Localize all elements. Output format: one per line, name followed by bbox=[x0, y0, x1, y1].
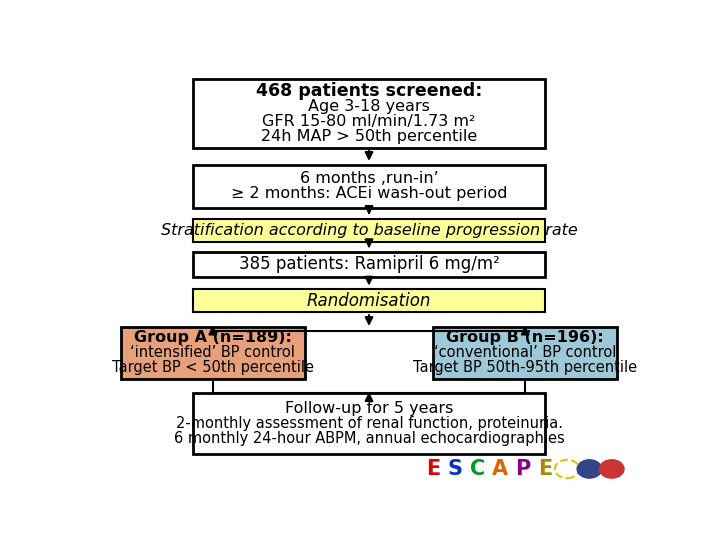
FancyBboxPatch shape bbox=[433, 327, 617, 379]
Text: ≥ 2 months: ACEi wash-out period: ≥ 2 months: ACEi wash-out period bbox=[230, 186, 508, 201]
Text: Group A (n=189):: Group A (n=189): bbox=[134, 330, 292, 345]
Text: P: P bbox=[515, 459, 530, 479]
FancyBboxPatch shape bbox=[193, 252, 545, 277]
FancyBboxPatch shape bbox=[193, 219, 545, 241]
Text: 6 months ‚run-in’: 6 months ‚run-in’ bbox=[300, 171, 438, 186]
Text: A: A bbox=[492, 459, 508, 479]
Text: ‘conventional’ BP control: ‘conventional’ BP control bbox=[434, 345, 616, 360]
Text: 6 monthly 24-hour ABPM, annual echocardiographies: 6 monthly 24-hour ABPM, annual echocardi… bbox=[174, 431, 564, 446]
Text: GFR 15-80 ml/min/1.73 m²: GFR 15-80 ml/min/1.73 m² bbox=[262, 113, 476, 129]
Text: Target BP 50th-95th percentile: Target BP 50th-95th percentile bbox=[413, 360, 637, 375]
FancyBboxPatch shape bbox=[121, 327, 305, 379]
Text: Age 3-18 years: Age 3-18 years bbox=[308, 99, 430, 114]
Text: E: E bbox=[426, 459, 441, 479]
FancyBboxPatch shape bbox=[193, 165, 545, 208]
Text: C: C bbox=[470, 459, 485, 479]
Circle shape bbox=[577, 460, 602, 478]
FancyBboxPatch shape bbox=[193, 393, 545, 454]
Circle shape bbox=[600, 460, 624, 478]
Text: 385 patients: Ramipril 6 mg/m²: 385 patients: Ramipril 6 mg/m² bbox=[238, 255, 500, 273]
Text: Randomisation: Randomisation bbox=[307, 292, 431, 310]
Text: 24h MAP > 50th percentile: 24h MAP > 50th percentile bbox=[261, 129, 477, 144]
Text: 468 patients screened:: 468 patients screened: bbox=[256, 82, 482, 100]
Text: S: S bbox=[448, 459, 463, 479]
Text: Follow-up for 5 years: Follow-up for 5 years bbox=[285, 401, 453, 416]
Text: Stratification according to baseline progression rate: Stratification according to baseline pro… bbox=[161, 222, 577, 238]
FancyBboxPatch shape bbox=[193, 79, 545, 148]
FancyBboxPatch shape bbox=[193, 289, 545, 312]
Text: 2-monthly assessment of renal function, proteinuria.: 2-monthly assessment of renal function, … bbox=[176, 416, 562, 431]
Text: Group B (n=196):: Group B (n=196): bbox=[446, 330, 604, 345]
Text: ‘intensified’ BP control: ‘intensified’ BP control bbox=[130, 345, 295, 360]
Text: Target BP < 50th percentile: Target BP < 50th percentile bbox=[112, 360, 314, 375]
Text: E: E bbox=[538, 459, 552, 479]
